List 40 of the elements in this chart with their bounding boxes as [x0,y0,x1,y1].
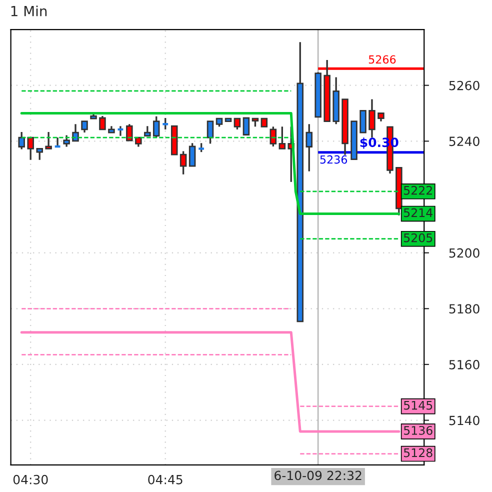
text: 6-10-09 22:32 [274,470,362,480]
candlestick [306,123,313,172]
candlestick [368,98,376,138]
data-label: 5145 [404,400,432,410]
data-label: 5205 [404,233,432,242]
y-tick-label: 5160 [449,360,480,370]
y-tick-label: 5140 [449,416,480,426]
candlestick [162,117,170,130]
candlestick [152,115,160,138]
y-tick-label: 5200 [449,248,480,258]
candlestick [36,148,43,161]
candlestick [63,134,70,148]
candlestick [360,110,366,134]
candlestick [99,115,106,130]
data-label: 5222 [404,186,432,195]
candlestick [234,118,241,130]
candlestick [180,150,187,176]
candlestick [18,131,25,150]
data-label: 5136 [404,426,432,435]
candlestick [242,117,250,136]
candlestick [188,142,196,167]
ref-line-label: 5236 [320,155,348,164]
candlestick [278,126,286,150]
candlestick [144,125,151,137]
ref-line-label: 5266 [368,55,396,64]
x-tick-label: 04:45 [148,474,182,484]
candlestick [126,123,133,142]
data-label: 5128 [404,448,432,458]
y-tick-label: 5180 [449,304,480,314]
candlestick [72,123,79,142]
candlestick [45,131,52,150]
candlestick [27,136,34,161]
candlestick [81,120,88,134]
x-tick-label: 04:30 [13,474,48,484]
candlestick [206,120,214,145]
y-tick-label: 5240 [449,136,480,146]
candlestick [270,126,277,148]
chart-title: 1 Min [11,6,47,16]
y-tick-label: 5260 [449,80,480,90]
data-label: 5214 [404,208,432,218]
